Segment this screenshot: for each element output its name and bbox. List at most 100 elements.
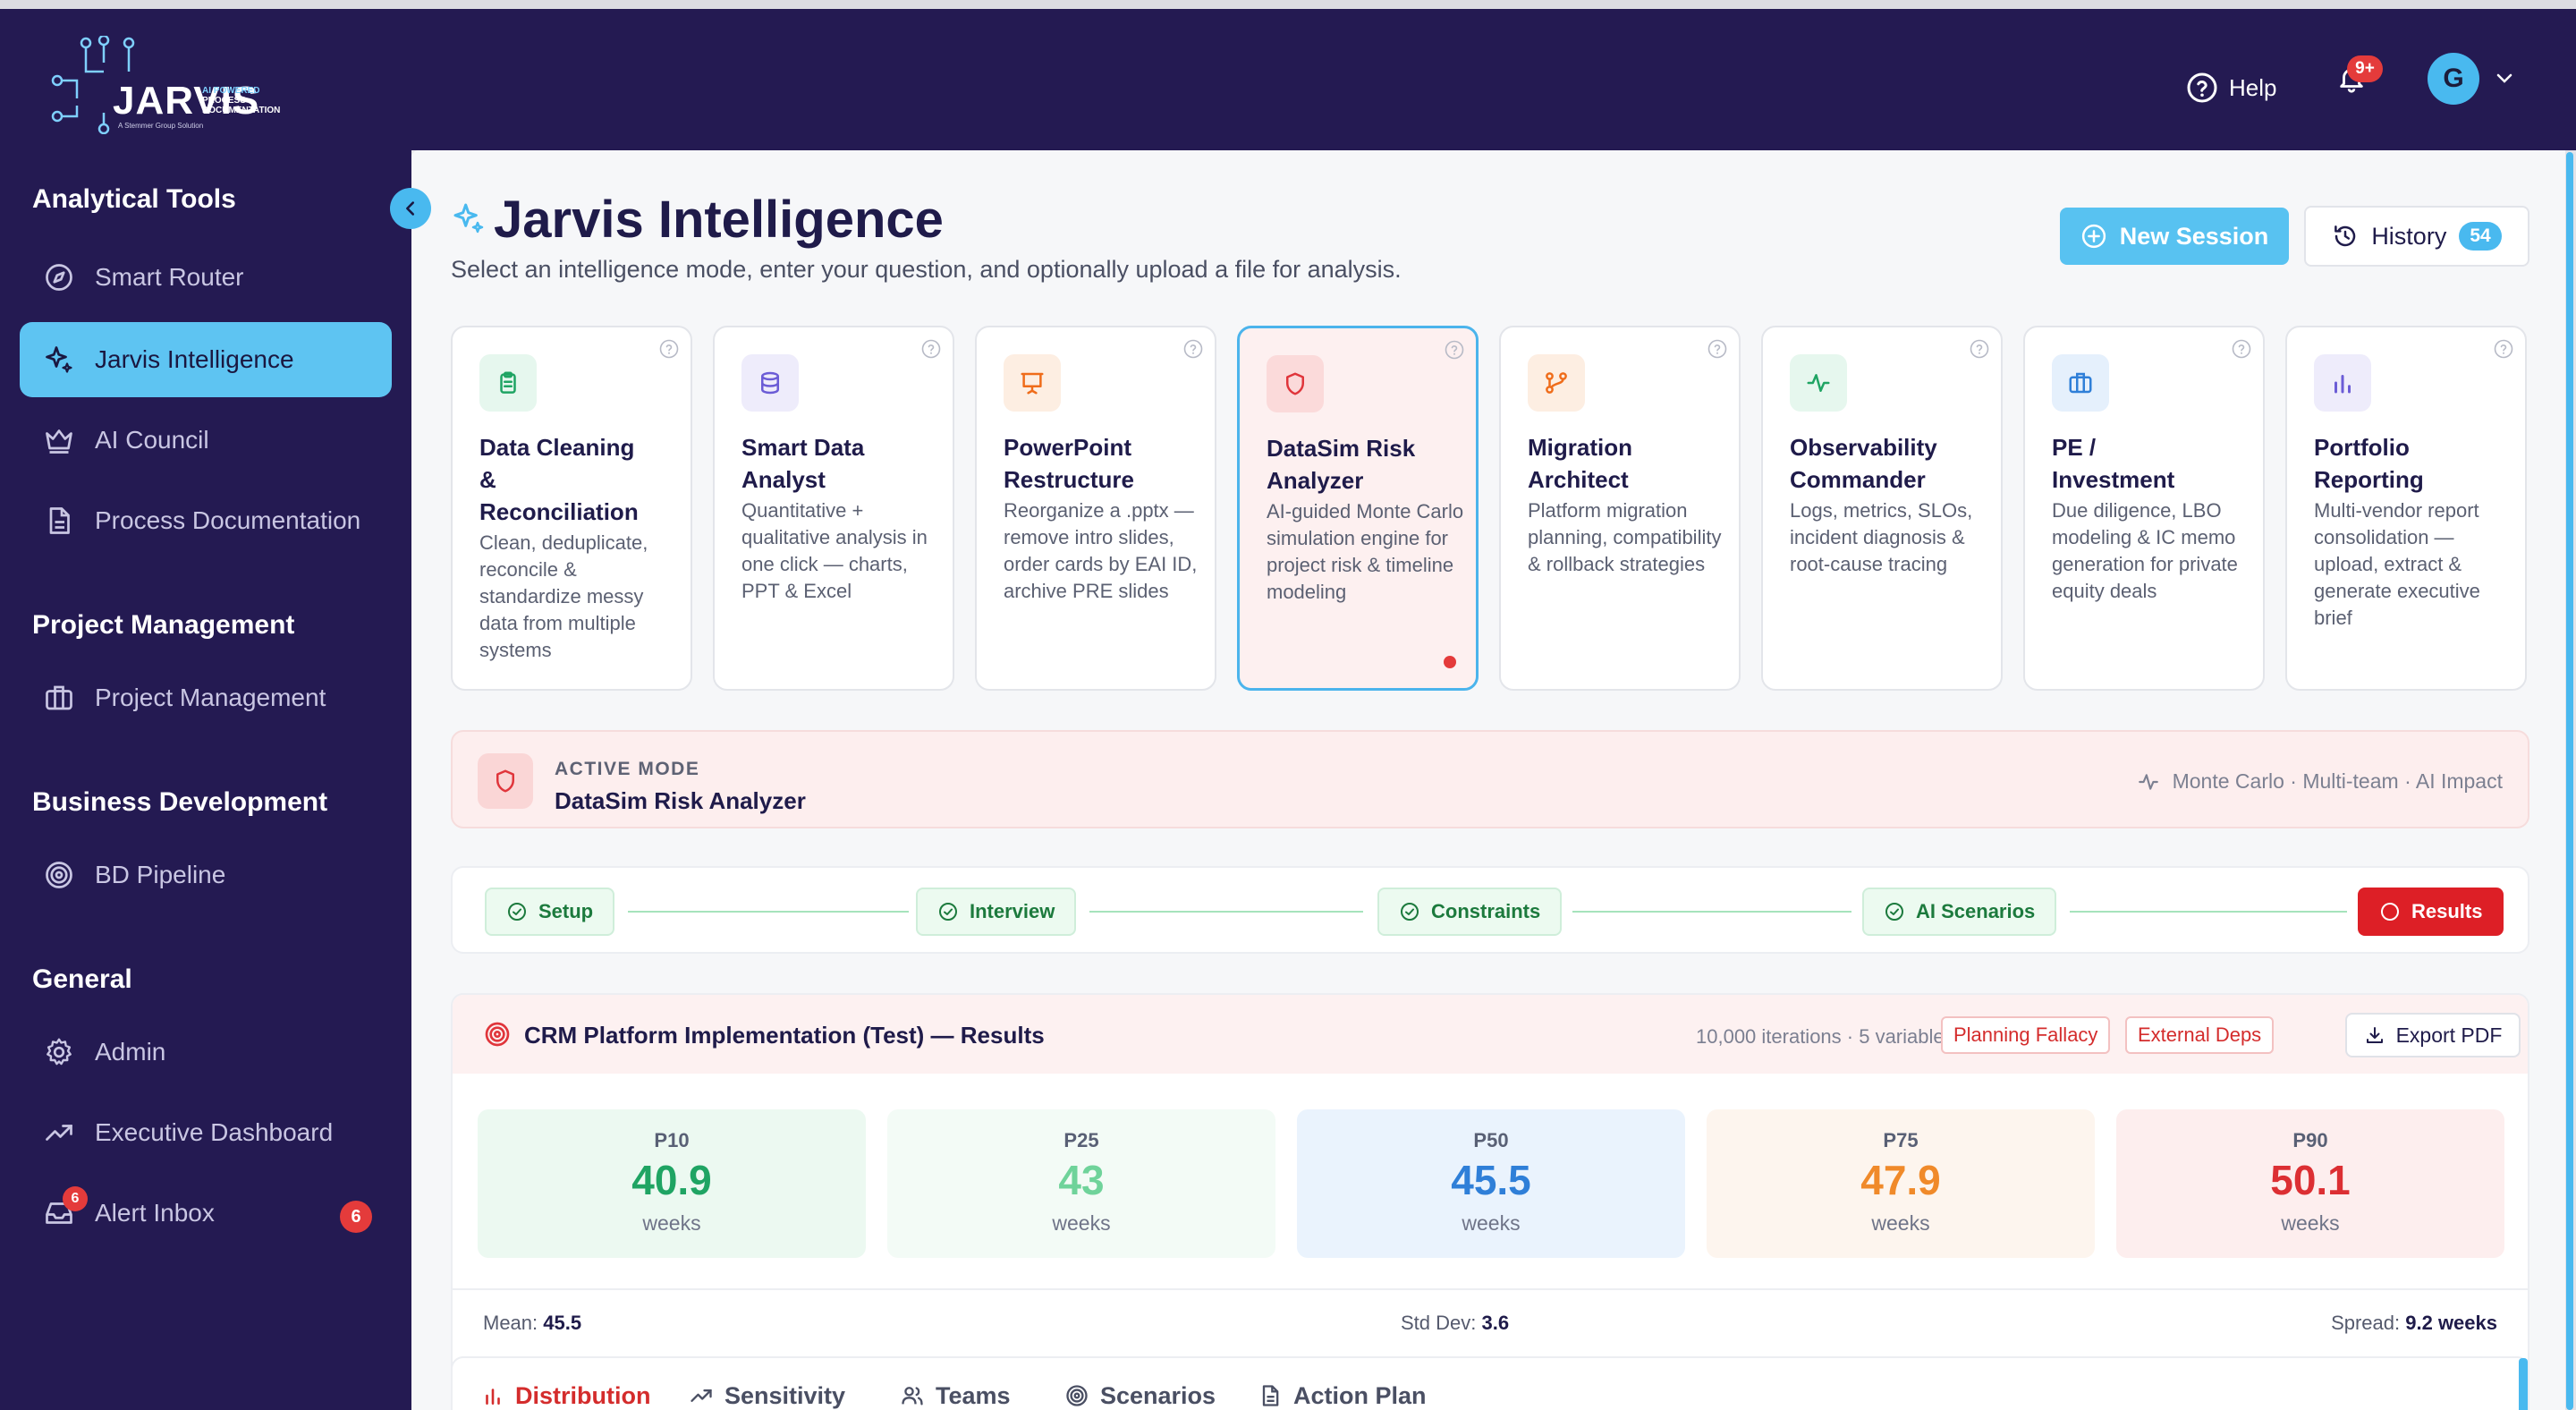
jarvis-logo[interactable]: JARVIS AI POWERED PROCESS DOCUMENTATION … <box>50 36 292 134</box>
step-interview[interactable]: Interview <box>916 888 1077 936</box>
sidebar-item-bd-pipeline[interactable]: BD Pipeline <box>20 837 392 913</box>
help-circle-icon[interactable] <box>1969 338 1990 360</box>
logo-tag-line-1: AI POWERED <box>202 86 260 96</box>
percentile-unit: weeks <box>1052 1211 1111 1235</box>
mode-title: Smart Data Analyst <box>741 431 938 496</box>
stat-value: 9.2 weeks <box>2405 1312 2497 1334</box>
sidebar-item-ai-council[interactable]: AI Council <box>20 403 392 478</box>
stat-value: 45.5 <box>543 1312 582 1334</box>
step-constraints[interactable]: Constraints <box>1377 888 1563 936</box>
mode-title-line: Observability <box>1790 434 1937 461</box>
circle-icon <box>2381 903 2399 921</box>
help-circle-icon[interactable] <box>1707 338 1728 360</box>
results-title: CRM Platform Implementation (Test) — Res… <box>524 1022 1045 1049</box>
history-icon <box>2334 225 2356 247</box>
briefcase-icon <box>46 685 72 710</box>
mode-card-pe-investment[interactable]: PE / Investment Due diligence, LBO modelin… <box>2023 326 2265 691</box>
main-content: Jarvis Intelligence Select an intelligen… <box>411 150 2565 1410</box>
step-connector <box>1089 911 1363 913</box>
tab-sensitivity[interactable]: Sensitivity <box>689 1374 845 1410</box>
sidebar-item-jarvis-intelligence[interactable]: Jarvis Intelligence <box>20 322 392 397</box>
sidebar-item-smart-router[interactable]: Smart Router <box>20 240 392 315</box>
sidebar: Analytical Tools Smart Router Jarvis Int… <box>0 150 411 1410</box>
summary-stats: Mean: 45.5 Std Dev: 3.6 Spread: 9.2 week… <box>453 1288 2528 1342</box>
tab-teams[interactable]: Teams <box>900 1374 1011 1410</box>
mode-card-data-cleaning-reconciliation[interactable]: Data Cleaning & Reconciliation Clean, dedup… <box>451 326 692 691</box>
document-icon <box>49 507 70 534</box>
download-icon <box>2366 1027 2383 1043</box>
new-session-button[interactable]: New Session <box>2060 208 2289 265</box>
help-circle-icon[interactable] <box>658 338 680 360</box>
browser-top-strip <box>0 0 2576 9</box>
mode-card-migration-architect[interactable]: Migration Architect Platform migration pla… <box>1499 326 1741 691</box>
tag-planning-fallacy: Planning Fallacy <box>1941 1016 2111 1054</box>
step-label: Interview <box>970 900 1055 922</box>
help-circle-icon[interactable] <box>920 338 942 360</box>
sidebar-item-executive-dashboard[interactable]: Executive Dashboard <box>20 1095 392 1170</box>
mode-icon-box <box>2314 354 2371 412</box>
chevron-down-icon[interactable] <box>2494 70 2515 88</box>
logo-wordmark: JARVIS <box>113 79 260 123</box>
page-scrollbar-thumb[interactable] <box>2566 152 2573 1410</box>
alert-count-badge: 6 <box>340 1201 372 1233</box>
mode-title: PowerPoint Restructure <box>1004 431 1200 496</box>
active-mode-tags-text: Monte Carlo · Multi-team · AI Impact <box>2172 769 2503 793</box>
sidebar-item-label: Process Documentation <box>95 506 361 534</box>
trending-up-icon <box>46 1125 72 1141</box>
mode-card-observability-commander[interactable]: Observability Commander Logs, metrics, SLO… <box>1761 326 2003 691</box>
stat-value: 3.6 <box>1481 1312 1510 1334</box>
tab-label: Scenarios <box>1100 1381 1216 1409</box>
sidebar-item-process-documentation[interactable]: Process Documentation <box>20 483 392 558</box>
tab-label: Action Plan <box>1293 1381 1427 1409</box>
mode-card-portfolio-reporting[interactable]: Portfolio Reporting Multi-vendor report co… <box>2285 326 2527 691</box>
mode-description: Multi-vendor report consolidation — uplo… <box>2314 499 2480 629</box>
help-circle-icon[interactable] <box>1444 339 1465 361</box>
inbox-icon <box>46 1202 72 1224</box>
tabs-scroll-indicator <box>2519 1358 2528 1410</box>
mode-card-powerpoint-restructure[interactable]: PowerPoint Restructure Reorganize a .pptx … <box>975 326 1216 691</box>
percentile-value: 40.9 <box>631 1157 712 1203</box>
mode-description: Logs, metrics, SLOs, incident diagnosis … <box>1790 499 1973 575</box>
help-circle-icon[interactable] <box>1182 338 1204 360</box>
export-pdf-button[interactable]: Export PDF <box>2345 1013 2521 1058</box>
sparkles-icon <box>453 203 484 234</box>
target-icon <box>1066 1385 1088 1406</box>
presentation-icon <box>1021 372 1044 395</box>
mode-card-smart-data-analyst[interactable]: Smart Data Analyst Quantitative + qualitat… <box>713 326 954 691</box>
help-button[interactable]: Help <box>2186 70 2276 106</box>
stat-spread: Spread: 9.2 weeks <box>2331 1312 2497 1335</box>
history-label: History <box>2371 222 2447 250</box>
tab-scenarios[interactable]: Scenarios <box>1064 1374 1216 1410</box>
sidebar-item-alert-inbox[interactable]: 6 Alert Inbox 6 <box>20 1176 392 1251</box>
briefcase-icon <box>2069 372 2092 394</box>
tab-distribution[interactable]: Distribution <box>481 1374 650 1410</box>
mode-card-datasim-risk-analyzer[interactable]: DataSim Risk Analyzer AI-guided Monte Carl… <box>1237 326 1479 691</box>
clipboard-icon <box>500 371 516 394</box>
step-results[interactable]: Results <box>2358 888 2504 936</box>
help-circle-icon[interactable] <box>2231 338 2252 360</box>
user-avatar[interactable]: G <box>2428 53 2479 105</box>
percentile-label: P90 <box>2292 1129 2328 1151</box>
sidebar-collapse-button[interactable] <box>390 188 431 229</box>
mode-title-line: Analyst <box>741 466 826 493</box>
step-setup[interactable]: Setup <box>485 888 615 936</box>
sidebar-item-admin[interactable]: Admin <box>20 1015 392 1090</box>
help-circle-icon[interactable] <box>2493 338 2514 360</box>
compass-icon <box>46 264 72 291</box>
tab-action-plan[interactable]: Action Plan <box>1258 1374 1427 1410</box>
tab-label: Teams <box>936 1381 1011 1409</box>
page-subtitle: Select an intelligence mode, enter your … <box>451 256 1402 283</box>
step-connector <box>1572 911 1852 913</box>
history-button[interactable]: History 54 <box>2304 206 2529 267</box>
stat-std-dev: Std Dev: 3.6 <box>1401 1312 1509 1335</box>
step-label: Results <box>2411 900 2483 922</box>
mode-icon-box <box>1790 354 1847 412</box>
results-tabs: Distribution Sensitivity Teams Scenarios… <box>451 1356 2529 1410</box>
mode-description: Platform migration planning, compatibili… <box>1528 499 1722 575</box>
sidebar-item-project-management[interactable]: Project Management <box>20 660 392 735</box>
mode-title-line: & <box>479 466 496 493</box>
mode-title: PE / Investment <box>2052 431 2249 496</box>
tab-label: Distribution <box>515 1381 651 1409</box>
mode-title-line: PE / <box>2052 434 2097 461</box>
step-ai-scenarios[interactable]: AI Scenarios <box>1862 888 2057 936</box>
